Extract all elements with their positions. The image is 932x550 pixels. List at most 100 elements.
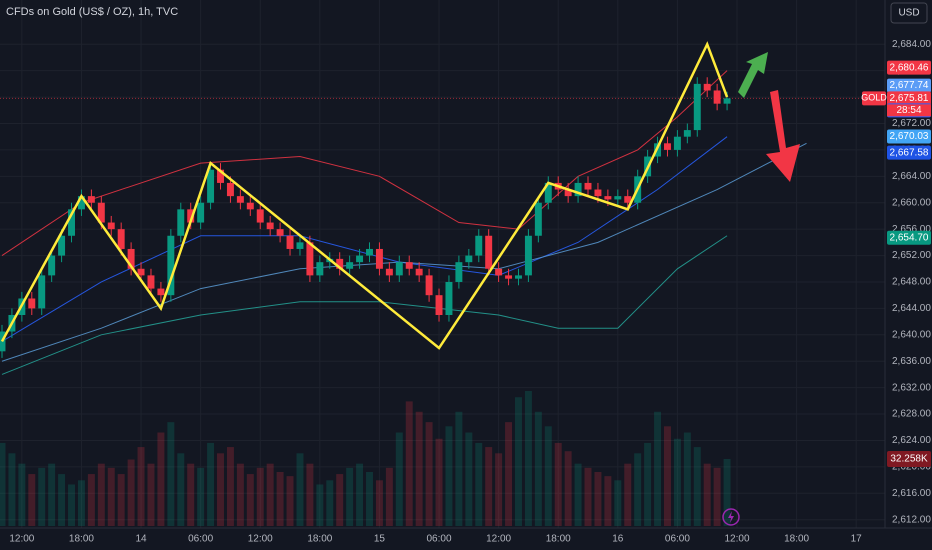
volume-bar	[356, 463, 364, 526]
volume-bar	[8, 453, 16, 526]
price-label-box	[887, 60, 931, 75]
candle-body	[296, 242, 304, 249]
volume-bar	[495, 453, 503, 526]
volume-bar	[336, 474, 344, 526]
volume-bar	[425, 422, 433, 526]
candle-body	[28, 298, 36, 309]
volume-bar	[167, 422, 175, 526]
volume-bar	[117, 474, 125, 526]
volume-bar	[475, 442, 483, 526]
candle-body	[594, 189, 602, 197]
volume-bar	[445, 426, 453, 526]
candle-body	[246, 202, 254, 210]
volume-bar	[366, 472, 373, 526]
zigzag	[0, 41, 729, 350]
volume-bar	[395, 432, 403, 526]
candle-body	[455, 262, 463, 282]
y-tick-label: 2,644.00	[892, 303, 931, 314]
volume-bar	[157, 432, 165, 526]
countdown: 28:54	[896, 105, 921, 116]
candle-body	[266, 222, 274, 230]
volume-bar	[296, 453, 304, 526]
candle-body	[157, 288, 165, 296]
candle-body	[177, 209, 185, 236]
currency-box[interactable]	[890, 2, 928, 24]
candle-body	[97, 202, 105, 223]
volume-bar	[87, 474, 95, 526]
y-tick-label: 2,640.00	[892, 329, 931, 340]
volume-bar	[644, 442, 652, 526]
y-tick-label: 2,616.00	[892, 488, 931, 499]
x-tick-label: 15	[374, 534, 386, 545]
y-tick-label: 2,612.00	[892, 514, 931, 525]
candle-body	[48, 255, 56, 276]
candle-body	[38, 275, 46, 309]
candle-body	[256, 209, 264, 223]
price-label: 2,680.46	[890, 62, 929, 73]
volume-bar	[604, 476, 612, 526]
candle-body	[127, 248, 135, 269]
candle-body	[524, 235, 532, 276]
volume-bar	[187, 463, 195, 526]
candle-body	[197, 202, 205, 223]
indicator-line	[1, 70, 728, 256]
candle-body	[693, 83, 701, 131]
x-tick-label: 06:00	[427, 534, 452, 545]
candle-body	[614, 196, 622, 200]
y-tick-label: 2,636.00	[892, 356, 931, 367]
volume-bar	[226, 447, 234, 526]
price-label-box	[887, 129, 931, 144]
price-label: 2,677.74	[890, 80, 929, 91]
volume-bar	[455, 411, 463, 526]
x-tick-label: 12:00	[724, 534, 749, 545]
volume-bar	[693, 447, 701, 526]
candle-body	[286, 235, 294, 249]
candle-body	[385, 268, 393, 276]
volume-bar	[246, 474, 254, 526]
volume-bar	[465, 432, 473, 526]
candle-body	[58, 235, 66, 256]
candle-body	[574, 182, 582, 197]
volume-bar	[107, 467, 115, 526]
candle-body	[217, 169, 224, 183]
volume-bar	[534, 411, 542, 526]
candle-body	[584, 182, 592, 190]
volume-bar	[207, 442, 215, 526]
volume-bar	[614, 480, 622, 526]
y-tick-label: 2,648.00	[892, 277, 931, 288]
lightning	[728, 511, 734, 523]
symbol-label: GOLD	[861, 93, 887, 103]
volume-bar	[564, 451, 572, 526]
volume-bar	[266, 463, 274, 526]
volume-bar	[137, 447, 145, 526]
volume-bar	[385, 467, 393, 526]
candle-body	[604, 196, 612, 200]
x-tick-label: 06:00	[665, 534, 690, 545]
x-tick-label: 12:00	[248, 534, 273, 545]
price-label-box	[887, 145, 931, 160]
y-tick-label: 2,628.00	[892, 409, 931, 420]
zigzag-line	[0, 41, 729, 350]
candle-body	[395, 262, 403, 276]
y-tick-label: 2,660.00	[892, 197, 931, 208]
event-icon[interactable]	[722, 508, 740, 526]
volume-bar	[723, 459, 731, 526]
volume-bar	[48, 463, 56, 526]
volume-bar	[415, 411, 423, 526]
volume-bar	[236, 463, 244, 526]
candle-body	[167, 235, 175, 296]
volume-bar	[634, 453, 642, 526]
candle-body	[107, 222, 115, 230]
candle-body	[495, 268, 503, 276]
volume-bar	[28, 474, 36, 526]
candle-body	[475, 235, 483, 256]
candle-body	[703, 83, 711, 91]
candle-body	[425, 275, 433, 296]
x-tick-label: 18:00	[69, 534, 94, 545]
candle-body	[187, 209, 195, 223]
x-tick-label: 17	[851, 534, 863, 545]
candle-body	[356, 255, 364, 263]
candle-body	[683, 130, 691, 137]
y-tick-label: 2,684.00	[892, 39, 931, 50]
candle-body	[375, 248, 383, 269]
